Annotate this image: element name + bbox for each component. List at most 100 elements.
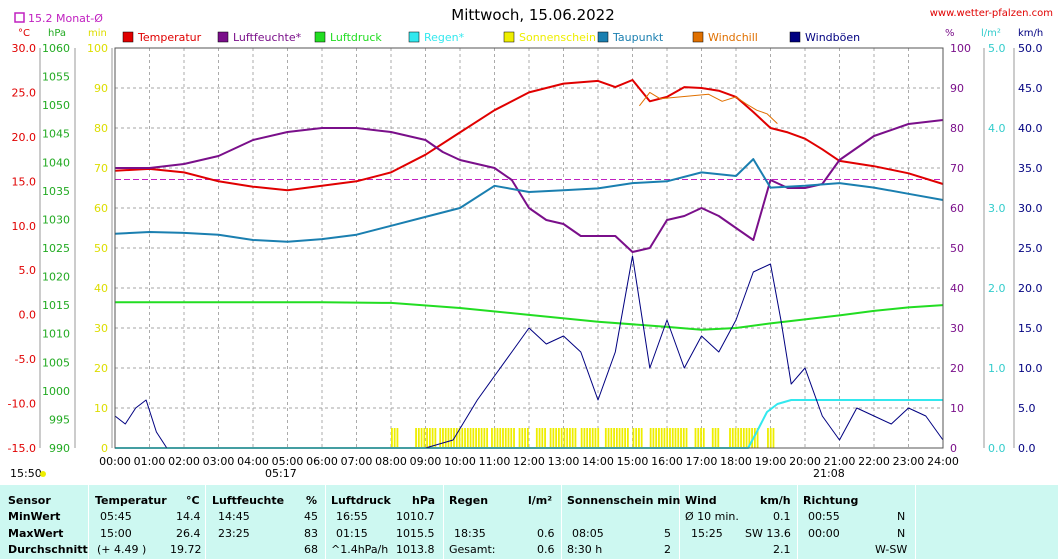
sunshine-bar — [486, 428, 489, 448]
sunshine-bar — [563, 428, 566, 448]
sunshine-bar — [734, 428, 737, 448]
temp-tick-label: 0.0 — [19, 309, 37, 322]
wind-tick-label: 35.0 — [1018, 162, 1043, 175]
sunshine-bar — [613, 428, 615, 448]
rain-tick-label: 1.0 — [988, 362, 1006, 375]
legend: Temperatur Luftfeuchte* Luftdruck Regen* Son… — [122, 31, 860, 44]
sunshine-bar — [685, 428, 688, 448]
sunshine-bar — [507, 428, 510, 448]
pressure-tick-label: 1060 — [42, 42, 70, 55]
sunshine-bar — [655, 428, 658, 448]
x-tick-label: 06:00 — [306, 455, 338, 468]
avg-rain-label: Gesamt: — [449, 543, 496, 556]
sun-tick-label: 40 — [94, 282, 108, 295]
max-dir-time: 00:00 — [808, 527, 840, 540]
wind-tick-label: 45.0 — [1018, 82, 1043, 95]
sunshine-bar — [604, 428, 607, 448]
x-tick-label: 19:00 — [755, 455, 787, 468]
sun-tick-label: 30 — [94, 322, 108, 335]
legend-label: Regen* — [424, 31, 465, 44]
sunshine-bar — [669, 428, 671, 448]
x-tick-label: 20:00 — [789, 455, 821, 468]
temp-tick-label: 20.0 — [12, 131, 37, 144]
temp-tick-label: 5.0 — [19, 264, 37, 277]
humidity-tick-label: 70 — [950, 162, 964, 175]
sunshine-bar — [480, 428, 483, 448]
sunshine-bar — [466, 428, 469, 448]
monthly-avg-marker-icon — [14, 12, 25, 23]
sunshine-bars — [391, 428, 775, 448]
min-dir-time: 00:55 — [808, 510, 840, 523]
temp-tick-label: -10.0 — [8, 398, 36, 411]
pressure-tick-label: 990 — [49, 442, 70, 455]
min-wind-val: 0.1 — [773, 510, 791, 523]
sunshine-bar — [464, 428, 466, 448]
series-line-luftfeuchte — [115, 119, 944, 253]
max-wind-time: 15:25 — [691, 527, 723, 540]
legend-swatch — [314, 31, 326, 43]
sunshine-bar — [742, 428, 745, 448]
sunshine-bar — [594, 428, 597, 448]
humidity-tick-label: 90 — [950, 82, 964, 95]
sun-tick-label: 50 — [94, 242, 108, 255]
sunshine-bar — [417, 428, 420, 448]
sunshine-bar — [607, 428, 610, 448]
max-sun-time: 08:05 — [572, 527, 604, 540]
sunshine-bar — [472, 428, 475, 448]
sunshine-bar — [518, 428, 521, 448]
legend-swatch — [692, 31, 704, 43]
hdr-press-unit: hPa — [412, 494, 436, 507]
wind-tick-label: 40.0 — [1018, 122, 1043, 135]
sunshine-bar — [469, 428, 472, 448]
sunshine-bar — [566, 428, 569, 448]
avg-sun-val: 2 — [664, 543, 671, 556]
x-tick-label: 15:00 — [617, 455, 649, 468]
sunshine-bar — [513, 428, 515, 448]
sunshine-bar — [461, 428, 464, 448]
pressure-tick-label: 1005 — [42, 356, 70, 369]
x-tick-label: 08:00 — [375, 455, 407, 468]
sunshine-bar — [615, 428, 618, 448]
sunshine-bar — [640, 428, 643, 448]
hdr-sun: Sonnenschein min — [567, 494, 681, 507]
sunshine-bar — [521, 428, 524, 448]
legend-label: Sonnenschein — [519, 31, 596, 44]
series-line-luftdruck — [115, 301, 944, 331]
x-tick-label: 07:00 — [341, 455, 373, 468]
max-wind-val: SW 13.6 — [745, 527, 791, 540]
temp-tick-label: 25.0 — [12, 86, 37, 99]
sunshine-bar — [442, 428, 444, 448]
sunshine-bar — [714, 428, 717, 448]
sunshine-bar — [450, 428, 453, 448]
avg-hum-val: 68 — [304, 543, 318, 556]
humidity-tick-label: 40 — [950, 282, 964, 295]
max-press-time: 01:15 — [336, 527, 368, 540]
pressure-tick-label: 1000 — [42, 385, 70, 398]
max-temp-time: 15:00 — [100, 527, 132, 540]
sunshine-bar — [621, 428, 624, 448]
hdr-rain: Regen — [449, 494, 489, 507]
min-dir-val: N — [897, 510, 906, 523]
sunshine-bar — [552, 428, 555, 448]
avg-temp-val: 19.72 — [170, 543, 202, 556]
sunshine-bar — [569, 428, 571, 448]
sunshine-bar — [396, 428, 399, 448]
humidity-tick-label: 30 — [950, 322, 964, 335]
wind-tick-label: 25.0 — [1018, 242, 1043, 255]
sunshine-bar — [560, 428, 563, 448]
sunset-time: 21:08 — [813, 467, 845, 480]
sunshine-bar — [671, 428, 674, 448]
sunshine-bar — [748, 428, 751, 448]
series-line-windchill — [639, 91, 778, 124]
sunrise-time: 05:17 — [265, 467, 297, 480]
hdr-wind: Wind — [685, 494, 717, 507]
sun-tick-label: 70 — [94, 162, 108, 175]
sun-tick-label: 80 — [94, 122, 108, 135]
hdr-press: Luftdruck — [331, 494, 391, 507]
sunshine-bar — [493, 428, 496, 448]
sunshine-bar — [702, 428, 705, 448]
sunshine-bar — [680, 428, 682, 448]
min-wind-time: Ø 10 min. — [685, 510, 739, 523]
x-tick-label: 16:00 — [651, 455, 683, 468]
wind-tick-label: 50.0 — [1018, 42, 1043, 55]
